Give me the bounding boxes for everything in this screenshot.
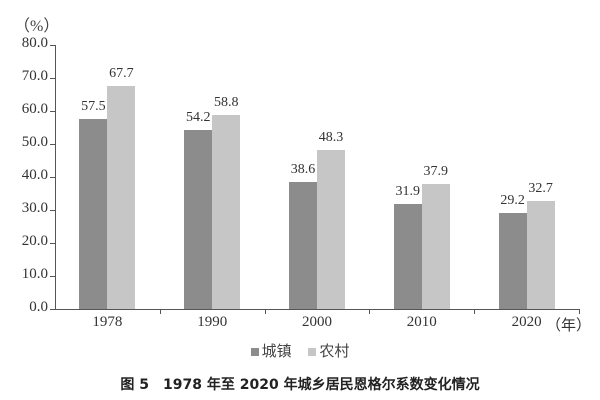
y-tick-label: 70.0 <box>21 68 48 84</box>
legend-swatch-rural <box>308 347 317 356</box>
y-tick <box>50 78 55 79</box>
value-label: 29.2 <box>500 192 525 208</box>
value-label: 38.6 <box>290 161 316 177</box>
value-label: 58.8 <box>213 94 239 110</box>
value-label: 31.9 <box>395 183 421 199</box>
x-tick-label-2020: 2020 <box>511 314 542 330</box>
bar-rural-2010 <box>421 183 450 309</box>
x-tick-label-2000: 2000 <box>302 314 332 330</box>
bar-urban-1990 <box>184 130 213 309</box>
x-tick <box>264 309 266 314</box>
y-tick <box>50 111 55 112</box>
value-label: 48.3 <box>318 129 344 145</box>
x-tick-label-1990: 1990 <box>197 314 228 330</box>
y-tick <box>50 45 55 46</box>
y-tick-label: 40.0 <box>21 167 48 183</box>
bar-urban-2020 <box>498 212 527 309</box>
y-tick <box>50 309 55 310</box>
legend: 城镇 农村 <box>0 340 600 361</box>
bar-urban-2010 <box>393 203 422 309</box>
y-tick-label: 30.0 <box>21 200 48 216</box>
value-label: 32.7 <box>528 181 553 197</box>
legend-item-urban: 城镇 <box>250 342 292 360</box>
bar-rural-1990 <box>212 114 241 309</box>
y-axis <box>55 45 56 309</box>
x-axis-unit: （年） <box>546 318 592 334</box>
x-tick <box>159 309 161 314</box>
bar-urban-1978 <box>79 119 108 309</box>
bar-rural-2000 <box>317 149 345 309</box>
bar-rural-2020 <box>526 201 555 309</box>
legend-swatch-urban <box>250 347 259 356</box>
y-tick-label: 50.0 <box>21 134 48 150</box>
x-axis <box>55 309 579 310</box>
x-tick-label-1978: 1978 <box>92 314 123 330</box>
y-tick <box>50 210 55 211</box>
bar-urban-2000 <box>289 181 317 309</box>
y-tick <box>50 144 55 145</box>
legend-item-rural: 农村 <box>308 342 349 360</box>
x-tick <box>579 309 580 314</box>
y-tick-label: 10.0 <box>21 266 48 282</box>
x-tick-label-2010: 2010 <box>406 314 437 330</box>
value-label: 57.5 <box>81 99 106 115</box>
y-tick <box>50 243 55 244</box>
y-axis-unit: （%） <box>14 18 60 35</box>
figure-caption: 图 5 1978 年至 2020 年城乡居民恩格尔系数变化情况 <box>120 377 480 393</box>
value-label: 37.9 <box>423 163 449 179</box>
y-tick-label: 60.0 <box>21 101 48 117</box>
y-tick-label: 80.0 <box>21 35 48 51</box>
y-tick-label: 20.0 <box>21 233 48 249</box>
x-tick <box>369 309 371 314</box>
y-tick-label: 0.0 <box>29 299 48 315</box>
value-label: 54.2 <box>185 110 211 126</box>
bar-rural-1978 <box>107 85 136 309</box>
value-label: 67.7 <box>109 65 134 81</box>
y-tick <box>50 177 55 178</box>
x-tick <box>474 309 476 314</box>
y-tick <box>50 276 55 277</box>
